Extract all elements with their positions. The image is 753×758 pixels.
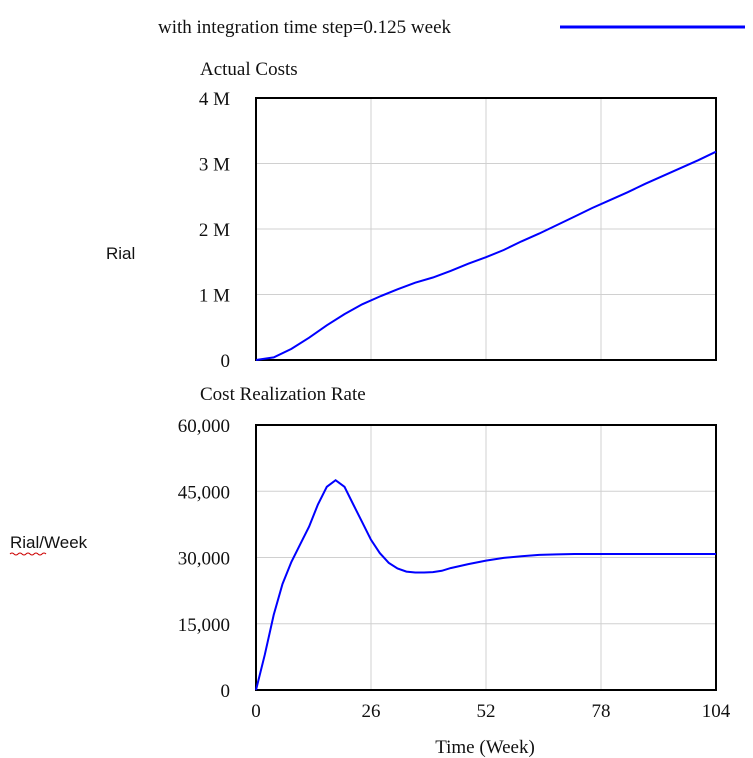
x-tick-label: 104: [702, 701, 731, 722]
y-tick-label: 1 M: [199, 286, 230, 307]
y-tick-label: 4 M: [199, 89, 230, 110]
x-tick-labels: 0 26 52 78 104: [251, 701, 731, 722]
y-tick-label: 0: [221, 351, 231, 372]
y-tick-labels: 0 1 M 2 M 3 M 4 M: [199, 89, 230, 372]
chart-title: Cost Realization Rate: [200, 384, 366, 405]
spellcheck-underline: [9, 552, 47, 556]
chart-title: Actual Costs: [200, 59, 298, 80]
y-tick-label: 0: [221, 681, 231, 702]
cost-realization-rate-chart: Cost Realization Rate Rial/Week 0 15,000 3…: [9, 384, 731, 758]
x-tick-label: 52: [477, 701, 496, 722]
y-tick-label: 45,000: [178, 482, 230, 503]
actual-costs-chart: Actual Costs Rial 0 1 M 2 M 3 M 4 M: [106, 59, 717, 372]
y-tick-label: 2 M: [199, 220, 230, 241]
y-axis-label: Rial: [106, 244, 135, 263]
y-tick-label: 3 M: [199, 155, 230, 176]
series-line: [255, 478, 716, 691]
y-tick-label: 60,000: [178, 416, 230, 437]
y-tick-labels: 0 15,000 30,000 45,000 60,000: [178, 416, 230, 702]
grid: [256, 425, 716, 690]
y-tick-label: 30,000: [178, 549, 230, 570]
plot-frame: [255, 424, 717, 691]
y-tick-label: 15,000: [178, 615, 230, 636]
series-line: [255, 150, 717, 361]
x-tick-label: 26: [362, 701, 381, 722]
x-axis-label: Time (Week): [435, 737, 535, 758]
x-tick-label: 0: [251, 701, 261, 722]
grid: [256, 98, 716, 360]
legend-label: with integration time step=0.125 week: [158, 17, 452, 38]
plot-frame: [255, 97, 717, 361]
x-tick-label: 78: [592, 701, 611, 722]
y-axis-label: Rial/Week: [10, 533, 88, 552]
